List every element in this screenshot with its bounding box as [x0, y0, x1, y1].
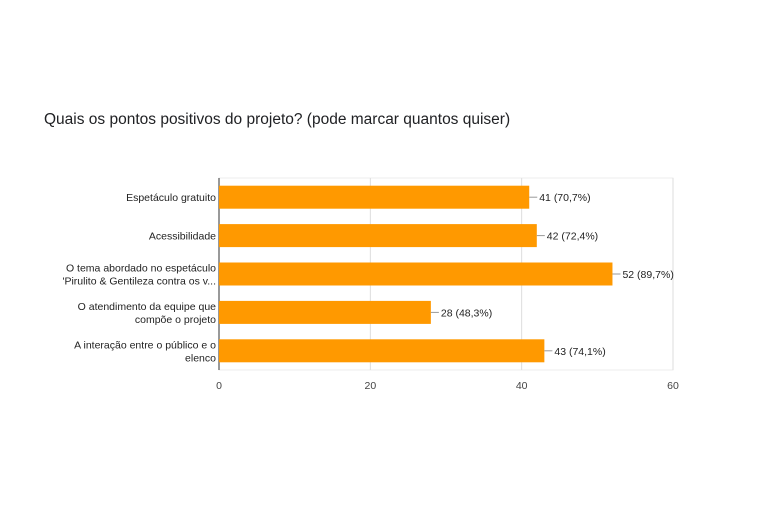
value-label-4: 43 (74,1%) [554, 346, 605, 358]
bar-4 [219, 339, 545, 363]
bar-0 [219, 185, 530, 209]
category-label-1: Acessibilidade [149, 231, 216, 243]
category-label-3: O atendimento da equipe que compõe o proj… [78, 301, 217, 326]
bars [219, 185, 621, 363]
chart-title: Quais os pontos positivos do projeto? (p… [44, 111, 511, 128]
value-label-1: 42 (72,4%) [547, 231, 598, 243]
value-label-3: 28 (48,3%) [441, 307, 492, 319]
category-label-line: elenco [185, 352, 216, 364]
category-label-0: Espetáculo gratuito [126, 192, 216, 204]
x-tick-label-20: 20 [364, 380, 376, 392]
x-tick-label-0: 0 [216, 380, 222, 392]
category-label-line: 'Pirulito & Gentileza contra os v... [62, 276, 216, 288]
value-label-0: 41 (70,7%) [539, 192, 590, 204]
category-label-line: compõe o projeto [135, 314, 216, 326]
value-label-2: 52 (89,7%) [622, 269, 673, 281]
bar-2 [219, 262, 613, 286]
category-label-line: A interação entre o público e o [74, 339, 216, 351]
category-label-line: Acessibilidade [149, 231, 216, 243]
category-label-2: O tema abordado no espetáculo 'Pirulito &… [62, 263, 216, 288]
category-label-line: Espetáculo gratuito [126, 192, 216, 204]
category-label-4: A interação entre o público e o elenco [74, 339, 216, 364]
bar-3 [219, 300, 431, 324]
category-label-line: O atendimento da equipe que [78, 301, 217, 313]
labels: 0 20 40 60 41 (70,7%) Espetáculo gratuito 42 (… [62, 192, 679, 392]
category-label-line: O tema abordado no espetáculo [66, 263, 216, 275]
x-tick-label-40: 40 [516, 380, 528, 392]
bar-1 [219, 224, 537, 248]
x-tick-label-60: 60 [667, 380, 679, 392]
